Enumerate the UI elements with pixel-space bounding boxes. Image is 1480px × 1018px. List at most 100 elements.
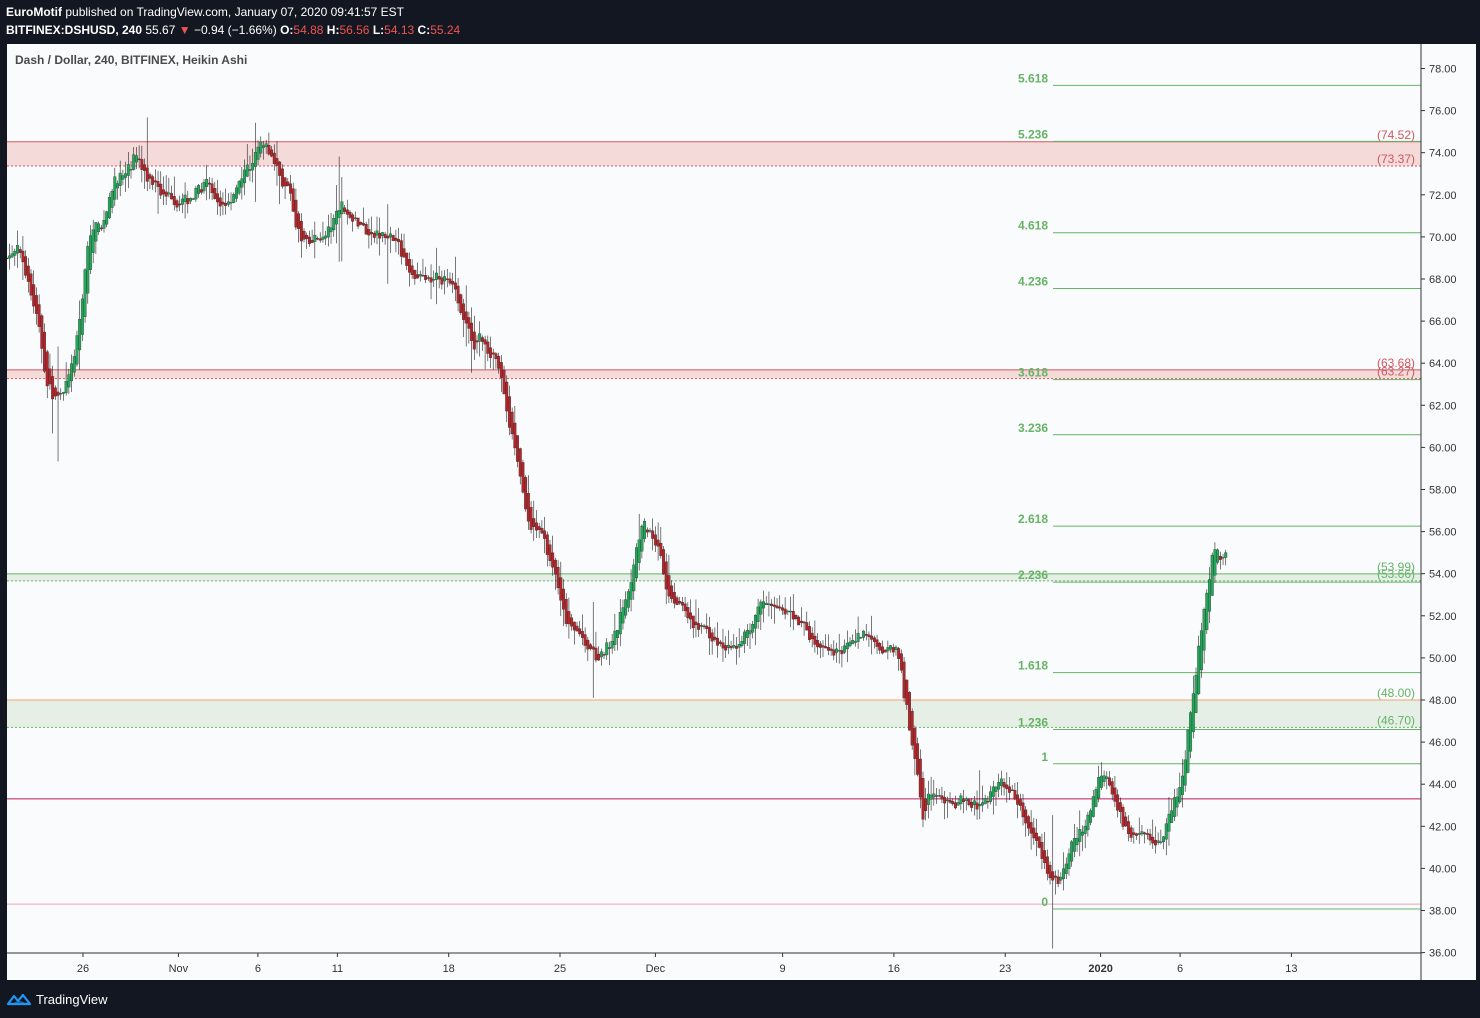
candle-down (505, 381, 509, 412)
price-chart[interactable]: 5.618 5.236 4.618 4.236 3.618 3.236 2.618 2.236… (7, 44, 1476, 980)
candle-up (191, 198, 195, 200)
candle-down (1113, 787, 1117, 802)
candle-down (953, 802, 957, 809)
candle-down (970, 802, 974, 808)
candle-up (13, 250, 17, 256)
candle-up (1059, 877, 1063, 881)
fib-level-label: 2.236 (1018, 568, 1048, 582)
candle-down (686, 607, 690, 619)
candle-down (267, 145, 271, 155)
candle-up (116, 183, 119, 189)
open-label: O: (280, 23, 294, 37)
author-name[interactable]: EuroMotif (6, 5, 62, 19)
candle-down (402, 248, 406, 258)
candle-up (856, 633, 860, 642)
candle-up (313, 234, 317, 242)
candle-down (475, 340, 479, 343)
candle-down (1005, 784, 1009, 789)
candle-up (75, 335, 79, 365)
candle-down (391, 235, 395, 241)
down-arrow-icon: ▼ (178, 23, 191, 37)
candle-down (918, 758, 922, 798)
candle-up (337, 210, 341, 218)
candle-down (986, 800, 990, 803)
candle-down (670, 585, 674, 599)
candle-up (981, 802, 984, 806)
x-axis-ticks[interactable]: 26 Nov 6 11 18 25 Dec 9 16 23 2020 6 13 (77, 953, 1298, 975)
candle-down (943, 797, 947, 804)
candle-down (1010, 789, 1014, 791)
candle-up (89, 235, 92, 270)
y-tick-label: 66.00 (1429, 316, 1457, 328)
candle-up (1075, 838, 1079, 846)
candle-down (883, 649, 887, 653)
price-level-label: (63.27) (1377, 365, 1415, 379)
fib-level-label: 2.618 (1018, 512, 1048, 526)
candle-down (207, 182, 211, 185)
candle-down (694, 621, 698, 626)
candle-up (80, 298, 84, 335)
candle-down (1035, 832, 1038, 841)
candle-down (772, 604, 776, 607)
candle-up (121, 175, 125, 180)
candle-up (740, 641, 744, 646)
candle-down (421, 275, 425, 277)
candle-down (824, 646, 828, 649)
candle-up (1159, 841, 1163, 843)
candle-down (867, 634, 871, 638)
x-tick-label: Dec (646, 963, 666, 975)
candle-up (756, 606, 760, 622)
candle-down (440, 277, 444, 285)
candle-down (1043, 850, 1047, 863)
candle-down (829, 648, 833, 651)
candle-down (662, 549, 665, 575)
candle-down (1056, 876, 1060, 885)
y-tick-label: 56.00 (1429, 527, 1457, 539)
candle-down (43, 331, 46, 372)
close-label: C: (417, 23, 431, 37)
candle-down (1029, 822, 1033, 834)
y-tick-label: 42.00 (1429, 821, 1457, 833)
candle-up (102, 220, 106, 229)
price-level-label: (73.37) (1377, 152, 1415, 166)
y-tick-label: 40.00 (1429, 863, 1457, 875)
candle-up (759, 601, 763, 615)
candle-down (697, 623, 701, 630)
candle-up (1199, 630, 1203, 671)
candle-down (410, 265, 414, 275)
publish-info: EuroMotif published on TradingView.com, … (6, 5, 404, 19)
plot-background (7, 44, 1476, 980)
price-axis[interactable] (1421, 44, 1476, 980)
candle-down (1126, 821, 1130, 834)
candle-down (1040, 842, 1044, 859)
candle-up (83, 269, 87, 317)
candle-down (307, 236, 311, 244)
candle-down (516, 435, 519, 462)
candle-down (575, 625, 579, 632)
candle-up (1175, 796, 1179, 808)
candle-up (1137, 833, 1141, 835)
candle-down (721, 642, 725, 649)
candle-down (286, 181, 290, 186)
candle-down (407, 259, 411, 273)
candle-down (1124, 816, 1128, 827)
candle-up (380, 232, 384, 236)
candle-down (891, 647, 895, 653)
candle-down (489, 347, 492, 358)
candle-up (599, 651, 603, 658)
candle-down (502, 369, 506, 395)
candle-up (1205, 592, 1209, 630)
candle-up (937, 795, 941, 797)
candle-down (872, 637, 876, 642)
tradingview-brand[interactable]: TradingView (6, 991, 108, 1007)
candle-up (753, 614, 757, 629)
candle-down (45, 351, 49, 387)
candle-down (21, 250, 25, 263)
candle-down (362, 223, 365, 226)
fib-level-label: 4.236 (1018, 274, 1048, 288)
candle-up (78, 318, 82, 351)
candle-down (453, 282, 457, 290)
candle-down (186, 198, 190, 205)
candle-down (1045, 856, 1049, 874)
x-tick-label: 26 (77, 963, 89, 975)
